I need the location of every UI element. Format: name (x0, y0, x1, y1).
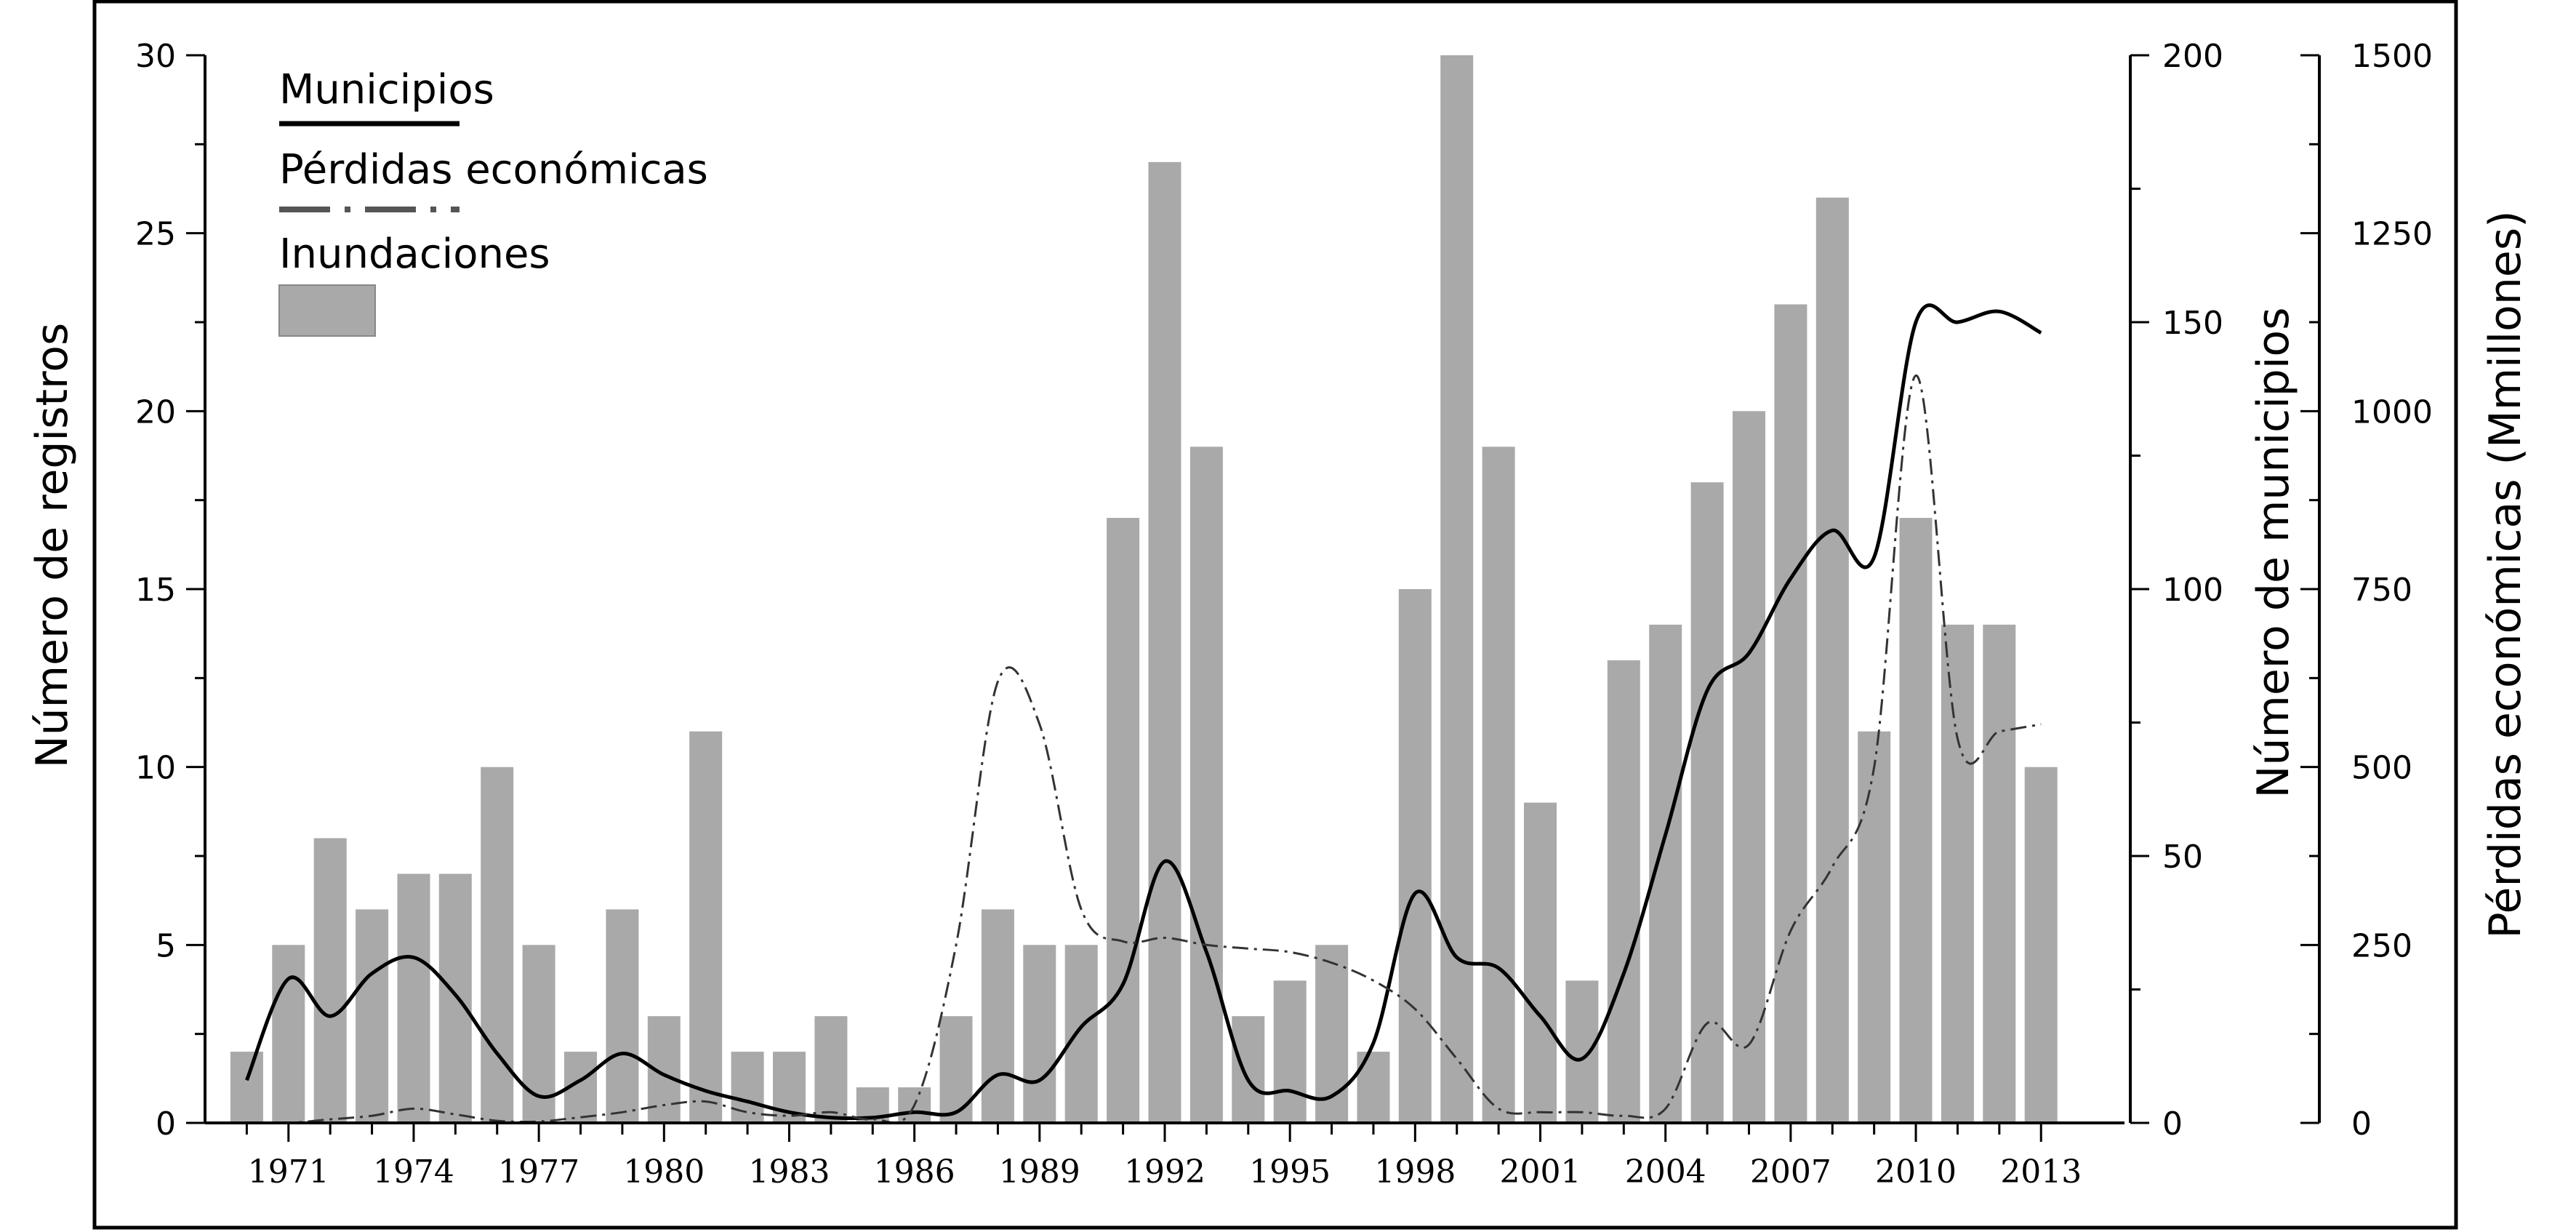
bar-2000 (1482, 447, 1515, 1123)
bar-2010 (1899, 518, 1933, 1123)
x-tick-label: 1971 (248, 1153, 329, 1191)
bar-2009 (1858, 731, 1891, 1123)
bar-2011 (1941, 624, 1974, 1123)
x-axis: 1971 1974 1977 1980 1983 1986 1989 1992 1995 1998… (205, 1121, 2124, 1191)
legend-swatch-inundaciones (278, 284, 376, 337)
x-tick-label: 2010 (1875, 1153, 1957, 1191)
y-right1-tick-label: 50 (2162, 839, 2203, 876)
y-right1-tick-label: 150 (2162, 305, 2223, 342)
x-tick-label: 1995 (1249, 1153, 1331, 1191)
y-right2-tick-label: 1000 (2351, 393, 2433, 431)
bar-2013 (2024, 767, 2058, 1123)
bar-1971 (272, 945, 305, 1123)
bar-1999 (1440, 55, 1474, 1123)
y-axis-right-municipios: 0 50 100 150 200 (2129, 38, 2223, 1143)
legend-label: Pérdidas económicas (279, 146, 708, 193)
bar-1977 (522, 945, 555, 1123)
y-axis-right-perdidas: 0 250 500 750 1000 1250 1500 (2300, 38, 2433, 1143)
bar-1992 (1148, 161, 1181, 1123)
bar-1990 (1064, 945, 1098, 1123)
x-tick-label: 1986 (874, 1153, 955, 1191)
y-right2-tick-label: 1500 (2351, 38, 2433, 75)
y-right1-tick-label: 0 (2162, 1105, 2183, 1143)
x-tick-label: 1983 (748, 1153, 830, 1191)
bar-1982 (731, 1052, 764, 1123)
x-tick-label: 2001 (1500, 1153, 1581, 1191)
bar-2003 (1607, 660, 1640, 1123)
bar-1995 (1273, 980, 1307, 1123)
bar-1987 (939, 1016, 973, 1123)
y-right2-tick-label: 750 (2351, 572, 2412, 609)
y-right2-tick-label: 0 (2351, 1105, 2372, 1143)
x-tick-label: 1998 (1374, 1153, 1456, 1191)
bar-1973 (356, 909, 389, 1123)
legend: Municipios Pérdidas económicas Inundacione… (278, 66, 708, 337)
x-tick-label: 1989 (999, 1153, 1080, 1191)
bar-2002 (1565, 980, 1599, 1123)
bar-1996 (1315, 945, 1349, 1123)
y-left-tick-label: 0 (156, 1105, 176, 1143)
x-tick-label: 2013 (2000, 1153, 2082, 1191)
bar-1974 (397, 873, 430, 1123)
bar-1991 (1107, 518, 1140, 1123)
bar-1989 (1023, 945, 1056, 1123)
y-left-tick-label: 5 (156, 927, 176, 964)
y-right2-tick-label: 500 (2351, 750, 2412, 787)
bar-1981 (689, 731, 723, 1123)
bar-1970 (230, 1052, 263, 1123)
plot-frame (92, 0, 2458, 1230)
bar-1975 (438, 873, 472, 1123)
bar-1972 (313, 838, 347, 1123)
x-tick-label: 1977 (498, 1153, 579, 1191)
y-left-tick-label: 30 (135, 38, 176, 75)
legend-label: Inundaciones (279, 231, 550, 278)
bar-1994 (1232, 1016, 1265, 1123)
lines-group (245, 303, 2042, 1124)
bar-1993 (1189, 447, 1223, 1123)
x-tick-label: 2007 (1750, 1153, 1831, 1191)
bar-2006 (1733, 411, 1765, 1123)
y-right2-tick-label: 250 (2351, 927, 2412, 964)
y-axis-left: 0 5 10 15 20 25 30 (135, 38, 206, 1143)
x-tick-label: 2004 (1625, 1153, 1706, 1191)
axis-labels: Número de registros Número de municipios P… (27, 210, 2531, 938)
y-right1-tick-label: 200 (2162, 38, 2223, 75)
y-left-axis-title: Número de registros (27, 323, 78, 769)
y-left-tick-label: 20 (135, 393, 176, 431)
x-tick-label: 1980 (623, 1153, 705, 1191)
y-right2-tick-label: 1250 (2351, 216, 2433, 253)
bar-2007 (1774, 304, 1807, 1123)
bar-2005 (1690, 482, 1724, 1123)
series-line-municipios (245, 303, 2042, 1121)
bars-group (230, 55, 2058, 1124)
y-right1-tick-label: 100 (2162, 572, 2223, 609)
series-line-perdidas (246, 374, 2042, 1124)
bar-1976 (481, 767, 514, 1123)
x-tick-label: 1974 (373, 1153, 454, 1191)
bar-1979 (606, 909, 639, 1123)
bar-2008 (1815, 197, 1849, 1124)
bar-1984 (814, 1016, 848, 1123)
bar-1998 (1398, 589, 1432, 1123)
bar-1988 (981, 909, 1014, 1123)
y-left-tick-label: 25 (135, 216, 176, 253)
y-left-tick-label: 10 (135, 750, 176, 787)
bar-2001 (1524, 802, 1557, 1123)
y-left-tick-label: 15 (135, 572, 176, 609)
bar-2012 (1983, 624, 2016, 1123)
y-right2-axis-title: Pérdidas económicas (Mmillones) (2480, 210, 2531, 938)
y-right1-axis-title: Número de municipios (2248, 307, 2299, 798)
x-tick-label: 1992 (1124, 1153, 1205, 1191)
legend-label: Municipios (279, 66, 494, 113)
